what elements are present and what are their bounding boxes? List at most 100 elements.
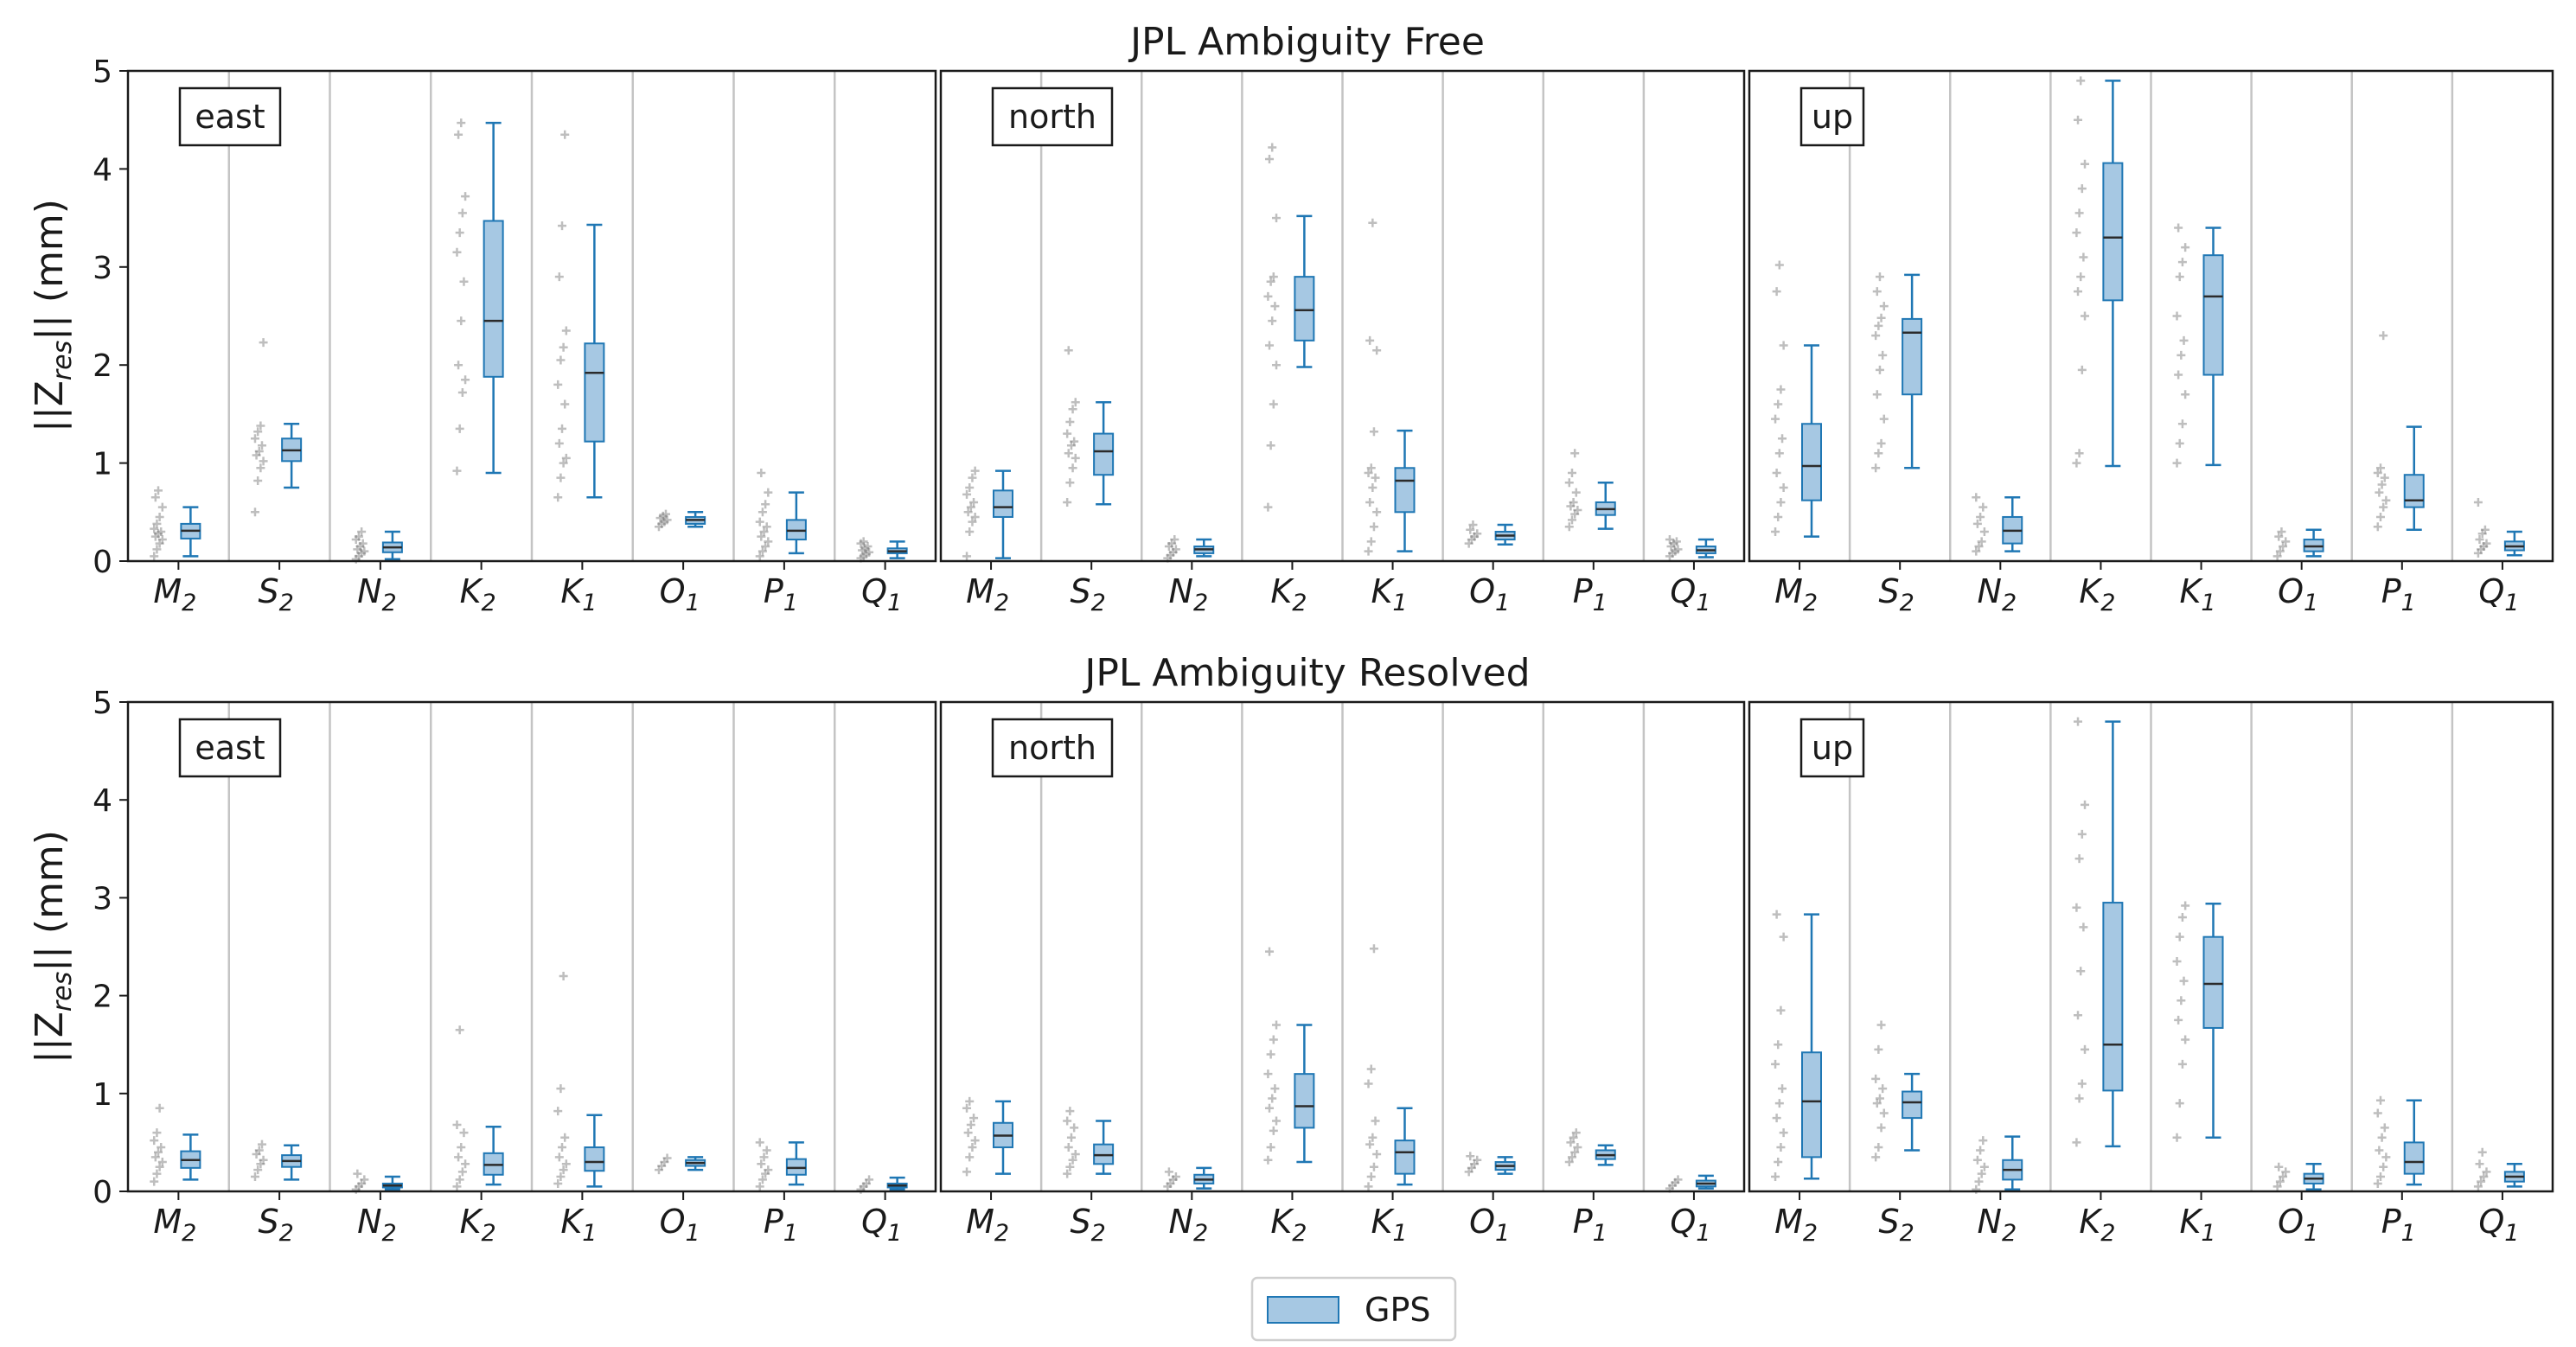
data-point — [2473, 1182, 2483, 1191]
data-point — [256, 421, 265, 431]
x-tick-label-subscript: 1 — [2504, 590, 2519, 616]
data-point — [2072, 1138, 2081, 1147]
data-point — [1875, 1094, 1884, 1103]
y-axis-label-suffix: || (mm) — [28, 199, 72, 341]
data-point — [452, 1120, 462, 1130]
data-point — [353, 1169, 362, 1178]
data-point — [1872, 287, 1882, 297]
data-point — [2181, 243, 2190, 252]
box — [1394, 467, 1416, 514]
data-point — [1566, 501, 1576, 511]
data-point — [157, 502, 167, 512]
data-point — [357, 548, 367, 558]
x-tick-label-subscript: 2 — [382, 590, 397, 616]
component-label: north — [1008, 729, 1096, 767]
data-point — [2172, 956, 2182, 966]
data-point — [259, 338, 268, 348]
data-point — [1163, 1182, 1173, 1191]
data-point — [254, 1146, 264, 1155]
data-point — [560, 399, 570, 409]
data-point — [1564, 478, 1574, 488]
data-point — [253, 1165, 263, 1175]
x-tick-label: S2 — [1879, 572, 1914, 616]
data-point — [252, 1149, 261, 1159]
x-tick-label-subscript: 1 — [582, 1220, 597, 1247]
x-tick-label-base: Q — [861, 1203, 887, 1241]
data-point — [252, 450, 261, 460]
data-point — [1368, 1133, 1377, 1142]
x-tick-label-base: Q — [2478, 1203, 2504, 1241]
data-point — [1466, 1152, 1475, 1161]
data-point — [2175, 1099, 2184, 1108]
x-tick-label-base: K — [1270, 1203, 1294, 1241]
y-tick-label: 5 — [93, 686, 112, 721]
data-point — [150, 552, 159, 561]
data-point — [558, 221, 567, 231]
data-point — [2077, 829, 2087, 839]
x-tick-label-base: S — [1071, 1203, 1091, 1241]
data-point — [1771, 1059, 1780, 1069]
data-point — [2473, 548, 2483, 558]
x-tick-label-subscript: 1 — [1392, 1220, 1407, 1247]
x-tick-label-subscript: 2 — [994, 590, 1009, 616]
data-point — [2081, 1044, 2090, 1054]
chart-title: JPL Ambiguity Free — [1128, 20, 1485, 64]
data-point — [1666, 541, 1676, 551]
data-point — [1771, 527, 1780, 536]
panel-frame — [126, 69, 937, 563]
data-point — [660, 1158, 669, 1167]
data-point — [561, 1159, 571, 1169]
data-point — [2279, 541, 2288, 551]
data-point — [1064, 346, 1073, 355]
data-point — [658, 511, 668, 520]
data-point — [2175, 438, 2184, 448]
x-tick-label-base: O — [1469, 572, 1495, 610]
x-tick-label-base: K — [2079, 572, 2103, 610]
data-point — [554, 272, 564, 282]
data-point — [2076, 967, 2086, 976]
data-point — [1876, 438, 1886, 448]
data-point — [1874, 1143, 1883, 1152]
data-point — [1972, 519, 1982, 528]
data-point — [2181, 1035, 2190, 1044]
x-tick-label-base: Q — [1670, 1203, 1696, 1241]
data-point — [1171, 545, 1180, 554]
data-point — [452, 466, 462, 476]
data-point — [157, 1158, 167, 1167]
data-point — [2076, 76, 2086, 86]
y-axis-label: ||Zres|| (mm) — [28, 830, 78, 1063]
data-point — [2172, 311, 2182, 321]
data-point — [2081, 159, 2090, 169]
data-point — [2373, 522, 2382, 532]
data-point — [2375, 488, 2384, 497]
data-point — [1272, 214, 1282, 223]
x-tick-label-base: P — [764, 572, 783, 610]
y-tick-label: 0 — [93, 545, 112, 580]
x-tick-label-subscript: 2 — [1193, 590, 1208, 616]
data-point — [1066, 1133, 1076, 1142]
data-point — [1976, 1146, 1985, 1155]
data-point — [1871, 331, 1881, 341]
component-label-box — [991, 718, 1114, 778]
data-point — [2375, 463, 2385, 473]
data-point — [1265, 155, 1275, 164]
x-tick-label-subscript: 2 — [1091, 1220, 1106, 1247]
data-point — [459, 1128, 469, 1138]
x-tick-label-base: K — [2079, 1203, 2103, 1241]
x-tick-label-subscript: 2 — [2002, 590, 2017, 616]
data-point — [150, 1177, 159, 1186]
data-point — [250, 1172, 259, 1182]
x-tick-label: M2 — [1774, 572, 1818, 616]
data-point — [2482, 539, 2491, 548]
data-point — [757, 1159, 766, 1169]
x-tick-label-base: Q — [861, 572, 887, 610]
data-point — [1065, 1162, 1075, 1171]
x-tick-label-base: N — [1978, 572, 2002, 610]
data-point — [155, 539, 164, 548]
data-point — [2479, 1172, 2489, 1182]
x-tick-label-subscript: 2 — [382, 1220, 397, 1247]
data-point — [764, 537, 773, 546]
x-tick-label-base: P — [1573, 572, 1593, 610]
data-point — [554, 438, 564, 448]
x-tick-label-base: P — [764, 1203, 783, 1241]
